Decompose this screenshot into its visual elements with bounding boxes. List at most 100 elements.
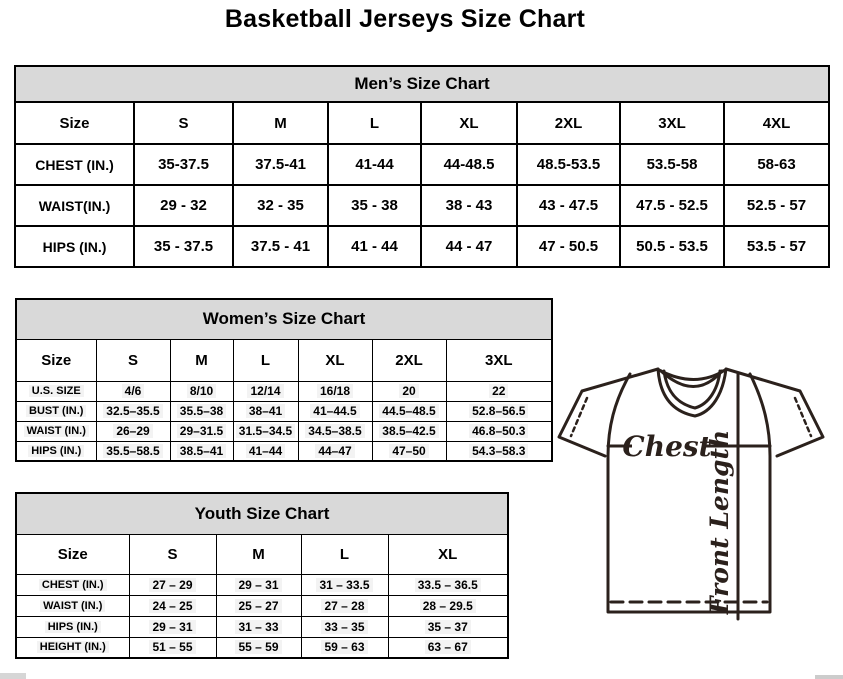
jersey-body [606,372,772,614]
data-cell: 27 – 28 [300,594,389,617]
column-header: M [232,101,329,145]
data-cell: 38.5–41 [169,440,234,462]
data-cell: 37.5 - 41 [232,225,329,268]
data-cell: 38.5–42.5 [371,420,447,442]
jersey-right-sleeve [724,367,825,458]
data-cell: 31 – 33 [215,615,302,638]
cell-value: 27 – 28 [321,598,368,613]
cell-value: 54.3–58.3 [469,443,529,458]
table-title-row: Women’s Size Chart [15,298,553,340]
cell-value: 51 – 55 [149,640,196,655]
data-cell: 33 – 35 [300,615,389,638]
column-header: L [327,101,422,145]
row-label-text: BUST (IN.) [26,405,87,417]
column-header: 2XL [371,338,447,382]
cell-value: 41-44 [355,156,394,173]
data-cell: 63 – 67 [387,636,509,659]
data-cell: 44 - 47 [420,225,518,268]
column-header: L [300,533,389,575]
cell-value: 41 - 44 [351,238,398,255]
column-header-row: Size S M L XL 2XL 3XL [15,338,553,382]
row-label-text: HEIGHT (IN.) [36,641,109,654]
cell-value: 34.5–38.5 [305,424,365,438]
cell-value: 29 – 31 [235,577,282,592]
cell-value: 41–44 [245,443,286,458]
data-row: WAIST(IN.) 29 - 32 32 - 35 35 - 38 38 - 43 43… [14,184,831,227]
data-cell: 38 - 43 [420,184,518,227]
data-cell: 44.5–48.5 [371,400,447,422]
data-cell: 35-37.5 [133,143,234,186]
cell-value: 41–44.5 [310,404,360,418]
cell-value: 8/10 [186,384,217,398]
row-label: U.S. SIZE [15,380,97,402]
table-title: Women’s Size Chart [15,298,553,340]
mens-size-table: Men’s Size Chart Size S M L XL 2XL 3XL 4XL CHEST … [13,65,831,268]
cell-value: 35-37.5 [158,156,209,173]
cell-value: 55 – 59 [235,640,282,655]
data-cell: 29 – 31 [215,573,302,596]
cell-value: 50.5 - 53.5 [636,238,708,255]
data-cell: 24 – 25 [128,594,217,617]
cell-value: 25 – 27 [235,598,282,613]
page-title: Basketball Jerseys Size Chart [224,5,586,33]
row-label: HIPS (IN.) [15,615,130,638]
column-header: S [128,533,217,575]
data-cell: 54.3–58.3 [445,440,553,462]
cell-value: 22 [489,384,509,398]
cell-value: 63 – 67 [424,640,471,655]
data-cell: 52.5 - 57 [722,184,831,227]
column-header: XL [387,533,509,575]
table-title-row: Men’s Size Chart [13,65,831,103]
cropped-artifact-bottom-right [815,675,843,679]
data-cell: 53.5-58 [619,143,725,186]
cell-value: 28 – 29.5 [419,598,476,613]
cell-value: 12/14 [247,384,284,398]
data-cell: 41-44 [327,143,422,186]
row-label-text: WAIST (IN.) [23,425,89,437]
data-cell: 32.5–35.5 [95,400,171,422]
column-header: 3XL [445,338,553,382]
cell-value: 31 – 33 [235,619,282,634]
chest-label-backing [632,430,702,460]
cell-value: 47–50 [389,443,429,458]
column-header-row: Size S M L XL 2XL 3XL 4XL [14,101,831,145]
cell-value: 38–41 [245,404,286,418]
cell-value: 35 - 37.5 [153,238,214,255]
cell-value: 53.5-58 [646,156,698,173]
cropped-artifact-bottom-left [0,673,26,679]
cell-value: 59 – 63 [321,640,368,655]
column-header: XL [297,338,373,382]
row-label-text: CHEST (IN.) [35,156,114,173]
chest-label: Chest [622,430,711,463]
cell-value: 4/6 [121,384,145,398]
cell-value: 35.5–38 [176,404,227,418]
row-label: HIPS (IN.) [14,225,135,268]
data-cell: 25 – 27 [215,594,302,617]
data-cell: 29 - 32 [133,184,234,227]
jersey-left-cuff-dashes [569,396,589,438]
cell-value: 48.5-53.5 [536,156,601,173]
data-cell: 47–50 [371,440,447,462]
data-cell: 20 [371,380,447,402]
row-label-text: WAIST(IN.) [38,197,111,214]
data-row: HIPS (IN.) 29 – 31 31 – 33 33 – 35 35 – 37 [15,615,509,638]
table-title: Men’s Size Chart [13,65,831,103]
data-row: CHEST (IN.) 35-37.5 37.5-41 41-44 44-48.5 48.… [14,143,831,186]
row-label: BUST (IN.) [15,400,97,422]
cell-value: 37.5 - 41 [250,238,311,255]
data-cell: 46.8–50.3 [445,420,553,442]
table-title: Youth Size Chart [15,492,509,535]
row-label: CHEST (IN.) [15,573,130,596]
row-label-text: HIPS (IN.) [28,444,85,457]
data-row: BUST (IN.) 32.5–35.5 35.5–38 38–41 41–44.5 44… [15,400,553,422]
row-label-text: CHEST (IN.) [38,578,107,591]
row-label-text: HIPS (IN.) [44,620,101,633]
cell-value: 44-48.5 [443,156,495,173]
row-label: WAIST (IN.) [15,594,130,617]
cell-value: 33.5 – 36.5 [414,577,481,592]
cell-value: 27 – 29 [149,577,196,592]
jersey-left-sleeve [557,367,660,458]
data-cell: 38–41 [232,400,299,422]
data-cell: 32 - 35 [232,184,329,227]
data-cell: 8/10 [169,380,234,402]
